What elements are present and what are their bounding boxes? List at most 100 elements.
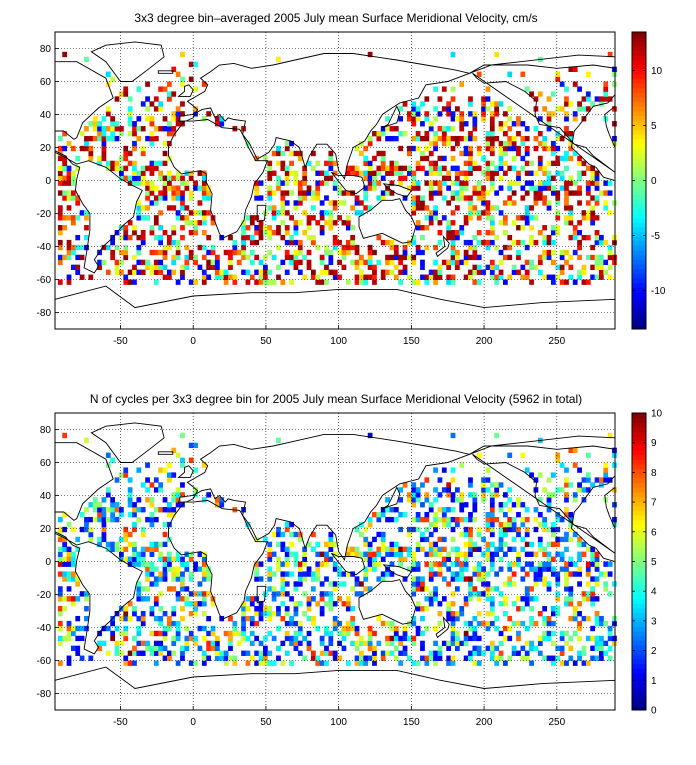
bin-cell bbox=[564, 190, 569, 196]
bin-cell bbox=[520, 165, 526, 171]
bin-cell bbox=[537, 536, 543, 543]
bin-cell bbox=[197, 601, 203, 607]
bin-cell bbox=[581, 269, 587, 275]
colorbar-step bbox=[632, 32, 646, 38]
bin-cell bbox=[84, 606, 89, 612]
bin-cell bbox=[564, 477, 569, 483]
bin-cell bbox=[88, 274, 94, 280]
bin-cell bbox=[354, 195, 360, 201]
bin-cell bbox=[149, 571, 155, 577]
bin-cell bbox=[276, 526, 281, 533]
bin-cell bbox=[537, 566, 543, 572]
bin-cell bbox=[367, 185, 373, 191]
bin-cell bbox=[367, 249, 373, 256]
bin-cell bbox=[516, 121, 521, 127]
bin-cell bbox=[581, 591, 587, 597]
bin-cell bbox=[551, 160, 556, 167]
bin-cell bbox=[101, 512, 107, 518]
bin-cell bbox=[485, 611, 491, 617]
y-tick-label: 20 bbox=[40, 524, 52, 535]
velocity-map-title: 3x3 degree bin–averaged 2005 July mean S… bbox=[134, 11, 537, 25]
bin-cell bbox=[201, 601, 207, 607]
bin-cell bbox=[577, 581, 582, 587]
bin-cell bbox=[184, 561, 190, 567]
bin-cell bbox=[180, 101, 185, 107]
bin-cell bbox=[468, 596, 473, 602]
bin-cell bbox=[489, 220, 495, 226]
bin-cell bbox=[415, 606, 421, 612]
bin-cell bbox=[389, 625, 395, 632]
bin-cell bbox=[79, 512, 85, 518]
bin-cell bbox=[127, 477, 133, 483]
bin-cell bbox=[175, 630, 181, 637]
bin-cell bbox=[136, 507, 142, 513]
bin-cell bbox=[498, 541, 504, 548]
bin-cell bbox=[564, 467, 569, 473]
colorbar-tick-label: 8 bbox=[651, 468, 657, 479]
bin-cell bbox=[433, 497, 438, 503]
bin-cell bbox=[149, 482, 155, 488]
bin-cell bbox=[302, 230, 308, 236]
bin-cell bbox=[215, 635, 220, 642]
bin-cell bbox=[193, 660, 198, 666]
bin-cell bbox=[114, 160, 120, 167]
bin-cell bbox=[289, 635, 294, 642]
bin-cell bbox=[511, 140, 517, 147]
bin-cell bbox=[97, 264, 102, 270]
bin-cell bbox=[603, 462, 609, 468]
bin-cell bbox=[433, 546, 438, 552]
bin-cell bbox=[372, 185, 377, 191]
bin-cell bbox=[428, 195, 434, 201]
bin-cell bbox=[175, 249, 181, 256]
bin-cell bbox=[162, 645, 168, 651]
bin-cell bbox=[180, 81, 185, 87]
coastline bbox=[168, 499, 269, 620]
bin-cell bbox=[297, 650, 303, 656]
bin-cell bbox=[62, 180, 68, 186]
bin-cell bbox=[398, 660, 404, 666]
bin-cell bbox=[97, 507, 102, 513]
coastline bbox=[157, 451, 174, 455]
bin-cell bbox=[481, 566, 486, 572]
colorbar-step bbox=[632, 459, 646, 465]
bin-cell bbox=[254, 279, 260, 285]
bin-cell bbox=[559, 516, 565, 523]
bin-cell bbox=[533, 596, 539, 602]
bin-cell bbox=[385, 551, 390, 557]
bin-cell bbox=[524, 467, 530, 473]
bin-cell bbox=[149, 581, 155, 587]
bin-cell bbox=[585, 452, 591, 458]
bin-cell bbox=[284, 145, 290, 152]
bin-cell bbox=[162, 467, 168, 473]
bin-cell bbox=[420, 101, 425, 107]
bin-cell bbox=[215, 655, 220, 661]
bin-cell bbox=[206, 640, 212, 647]
bin-cell bbox=[498, 145, 504, 152]
bin-cell bbox=[489, 611, 495, 617]
bin-cell bbox=[145, 135, 150, 142]
bin-cell bbox=[350, 625, 356, 632]
bin-cell bbox=[551, 91, 556, 97]
bin-cell bbox=[463, 239, 469, 246]
bin-cell bbox=[162, 175, 168, 181]
bin-cell bbox=[511, 239, 517, 246]
bin-cell bbox=[437, 269, 443, 275]
bin-cell bbox=[472, 650, 478, 656]
bin-cell bbox=[537, 91, 543, 97]
bin-cell bbox=[184, 215, 190, 221]
bin-cell bbox=[494, 492, 500, 498]
bin-cell bbox=[520, 135, 526, 142]
bin-cell bbox=[612, 502, 617, 508]
bin-cell bbox=[498, 536, 504, 543]
bin-cell bbox=[463, 215, 469, 221]
bin-cell bbox=[437, 566, 443, 572]
bin-cell bbox=[380, 512, 386, 518]
bin-cell bbox=[105, 160, 111, 167]
bin-cell bbox=[149, 611, 155, 617]
bin-cell bbox=[476, 650, 482, 656]
bin-cell bbox=[455, 640, 460, 647]
bin-cell bbox=[424, 131, 430, 137]
bin-cell bbox=[524, 220, 530, 226]
bin-cell bbox=[201, 215, 207, 221]
bin-cell bbox=[276, 437, 281, 444]
